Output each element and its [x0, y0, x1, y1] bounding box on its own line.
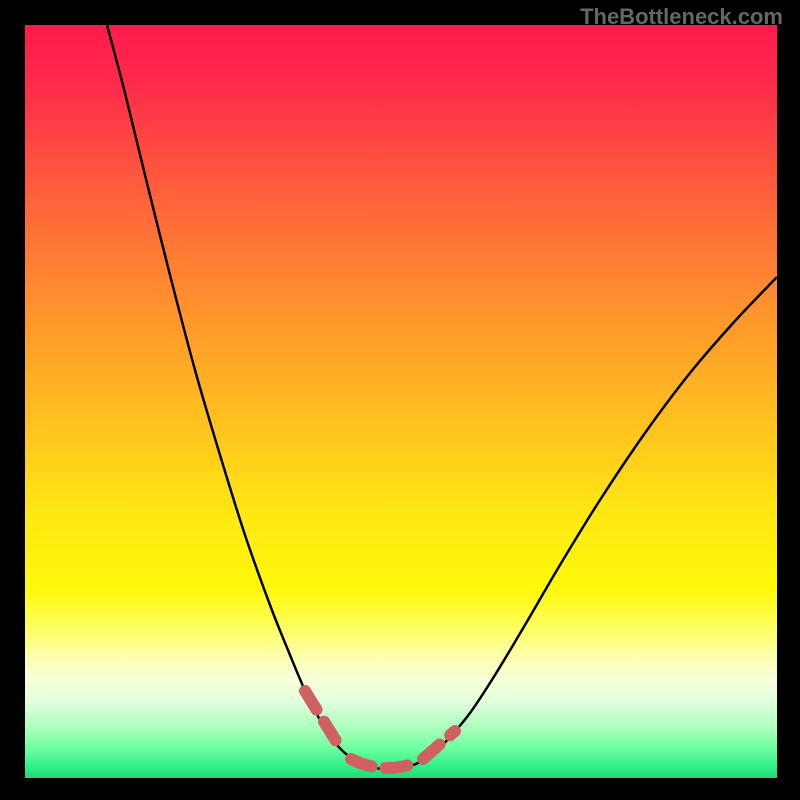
chart-container: TheBottleneck.com	[0, 0, 800, 800]
bottleneck-curve-chart	[25, 25, 777, 778]
gradient-background	[25, 25, 777, 778]
plot-area	[25, 25, 777, 778]
watermark-text: TheBottleneck.com	[580, 4, 783, 30]
